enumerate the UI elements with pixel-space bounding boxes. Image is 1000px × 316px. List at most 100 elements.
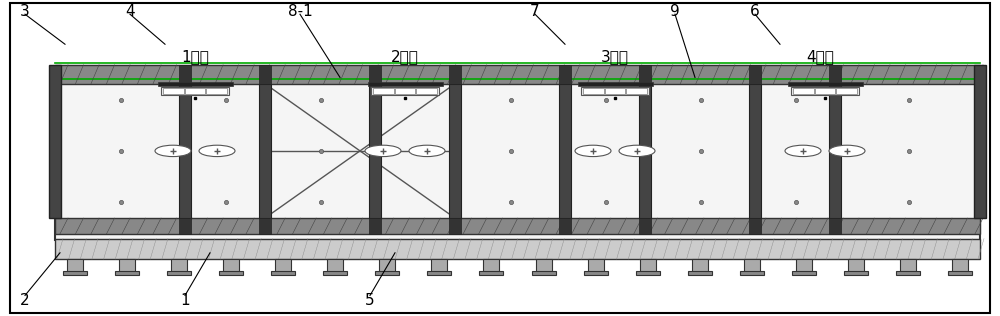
- Circle shape: [575, 145, 611, 157]
- Bar: [371, 87, 439, 95]
- Bar: [171, 259, 187, 272]
- Bar: [219, 271, 243, 275]
- Bar: [431, 259, 447, 272]
- Bar: [605, 88, 625, 94]
- Circle shape: [365, 145, 401, 157]
- Bar: [55, 218, 980, 234]
- Bar: [559, 218, 571, 234]
- Bar: [369, 84, 381, 218]
- Bar: [588, 259, 604, 272]
- Bar: [179, 84, 191, 218]
- Bar: [379, 259, 395, 272]
- Bar: [639, 65, 651, 84]
- Text: 4单元: 4单元: [806, 49, 834, 64]
- Bar: [688, 271, 712, 275]
- Text: 1单元: 1单元: [181, 49, 209, 64]
- Bar: [163, 88, 184, 94]
- Bar: [449, 84, 461, 218]
- Bar: [55, 239, 980, 259]
- Bar: [793, 88, 814, 94]
- Bar: [974, 65, 986, 218]
- Bar: [223, 259, 239, 272]
- Bar: [792, 271, 816, 275]
- Bar: [185, 88, 205, 94]
- Bar: [581, 87, 649, 95]
- Bar: [536, 259, 552, 272]
- Circle shape: [829, 145, 865, 157]
- Bar: [369, 65, 381, 84]
- Bar: [63, 271, 87, 275]
- Bar: [179, 65, 191, 84]
- Bar: [55, 65, 980, 84]
- Bar: [791, 87, 859, 95]
- Bar: [559, 84, 571, 218]
- Bar: [626, 88, 647, 94]
- Bar: [395, 88, 415, 94]
- Bar: [259, 65, 271, 84]
- Bar: [583, 88, 604, 94]
- Bar: [848, 259, 864, 272]
- Bar: [948, 271, 972, 275]
- Bar: [479, 271, 503, 275]
- Bar: [67, 259, 83, 272]
- Bar: [900, 259, 916, 272]
- Bar: [158, 82, 232, 86]
- Text: 3单元: 3单元: [601, 49, 629, 64]
- Bar: [636, 271, 660, 275]
- Bar: [836, 88, 857, 94]
- Circle shape: [155, 145, 191, 157]
- Bar: [584, 271, 608, 275]
- Text: 5: 5: [365, 293, 375, 308]
- Bar: [829, 84, 841, 218]
- Bar: [788, 82, 862, 86]
- Bar: [639, 218, 651, 234]
- Text: 2单元: 2单元: [391, 49, 419, 64]
- Bar: [375, 271, 399, 275]
- Bar: [815, 88, 835, 94]
- Bar: [55, 66, 980, 240]
- Bar: [640, 259, 656, 272]
- Bar: [416, 88, 437, 94]
- Bar: [829, 65, 841, 84]
- Bar: [368, 82, 443, 86]
- Bar: [259, 218, 271, 234]
- Text: 4: 4: [125, 3, 135, 19]
- Bar: [161, 87, 229, 95]
- Circle shape: [785, 145, 821, 157]
- Bar: [427, 271, 451, 275]
- Bar: [483, 259, 499, 272]
- Bar: [559, 65, 571, 84]
- Text: 6: 6: [750, 3, 760, 19]
- Bar: [206, 88, 227, 94]
- Text: 1: 1: [180, 293, 190, 308]
- Bar: [749, 84, 761, 218]
- Bar: [952, 259, 968, 272]
- Bar: [327, 259, 343, 272]
- Text: 2: 2: [20, 293, 30, 308]
- Bar: [449, 65, 461, 84]
- Circle shape: [199, 145, 235, 157]
- Bar: [115, 271, 139, 275]
- Text: 3: 3: [20, 3, 30, 19]
- Bar: [796, 259, 812, 272]
- Bar: [449, 218, 461, 234]
- Bar: [578, 82, 652, 86]
- Bar: [271, 271, 295, 275]
- Circle shape: [409, 145, 445, 157]
- Circle shape: [619, 145, 655, 157]
- Bar: [749, 218, 761, 234]
- Text: 9: 9: [670, 3, 680, 19]
- Bar: [740, 271, 764, 275]
- Bar: [896, 271, 920, 275]
- Bar: [532, 271, 556, 275]
- Bar: [639, 84, 651, 218]
- Bar: [744, 259, 760, 272]
- Bar: [119, 259, 135, 272]
- Text: 7: 7: [530, 3, 540, 19]
- Bar: [179, 218, 191, 234]
- Bar: [749, 65, 761, 84]
- Bar: [373, 88, 394, 94]
- Bar: [369, 218, 381, 234]
- Bar: [259, 84, 271, 218]
- Bar: [692, 259, 708, 272]
